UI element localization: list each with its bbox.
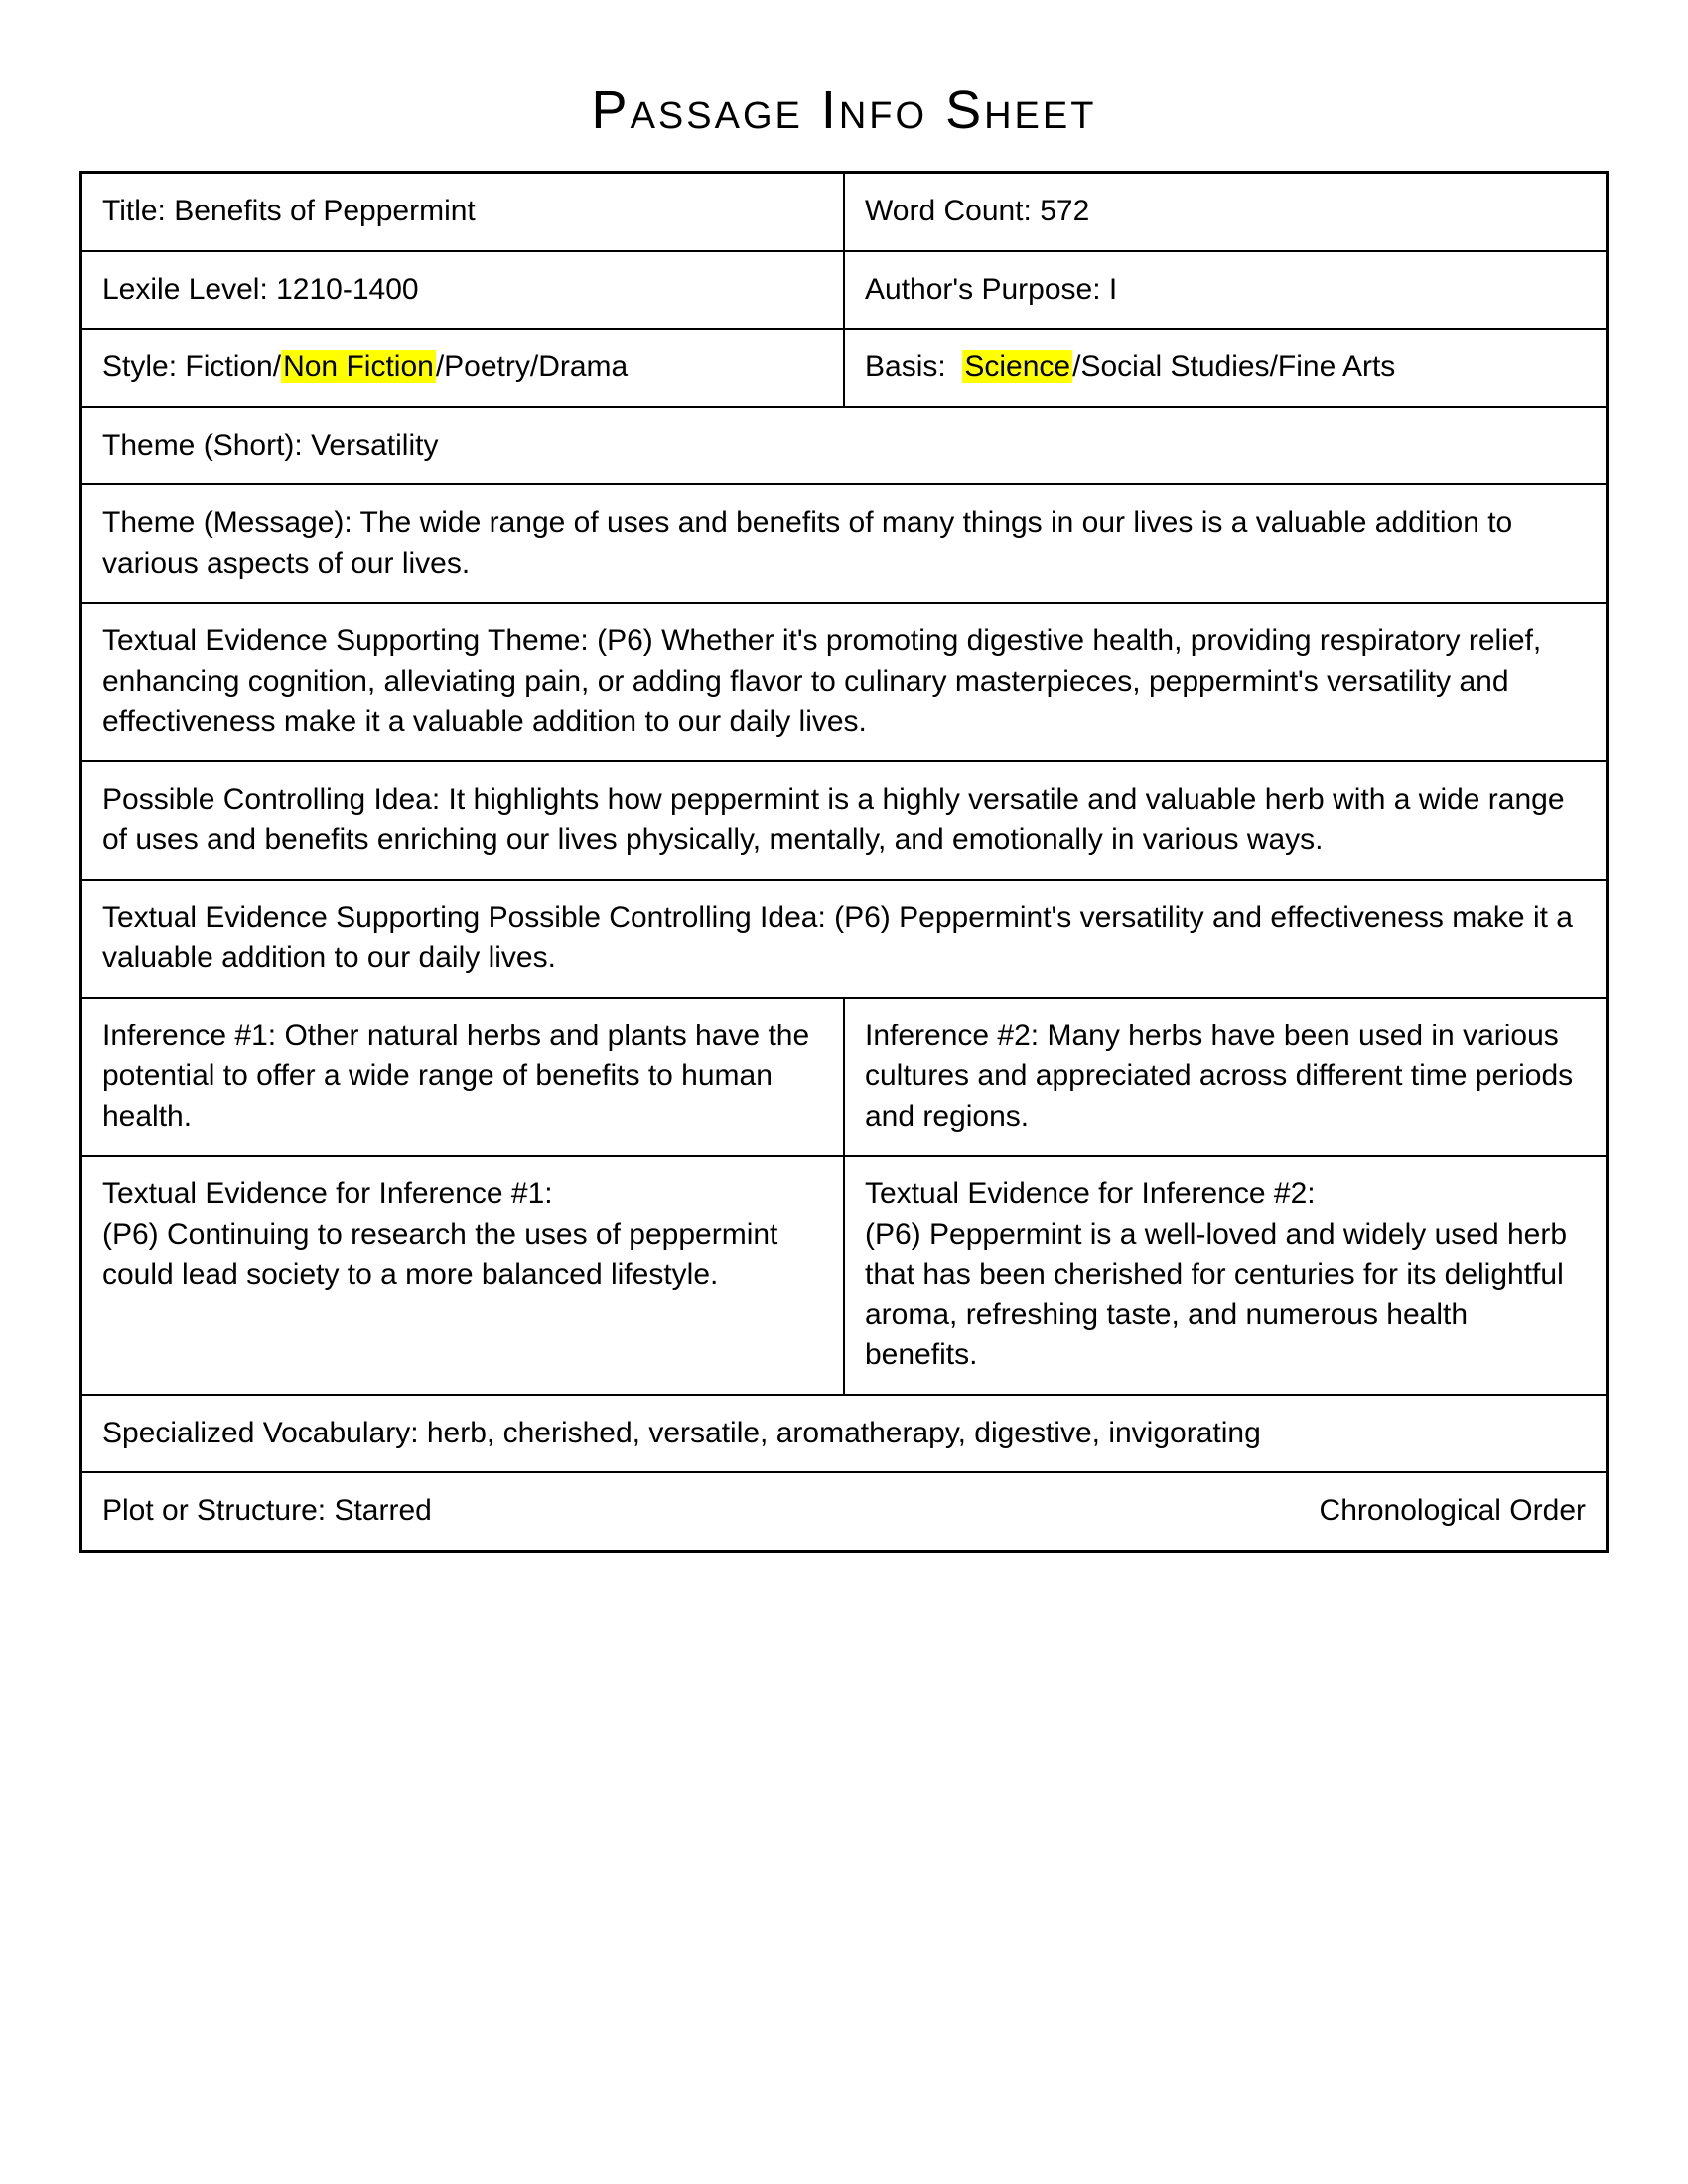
theme-short-value: Versatility <box>311 429 438 462</box>
style-opt-drama: Drama <box>538 350 628 383</box>
purpose-cell: Author's Purpose: I <box>844 251 1608 330</box>
plot-right: Chronological Order <box>1320 1491 1586 1532</box>
evidence-inf2-label: Textual Evidence for Inference #2: <box>865 1177 1316 1210</box>
inference1-cell: Inference #1: Other natural herbs and pl… <box>81 998 845 1157</box>
style-opt-fiction: Fiction <box>185 350 272 383</box>
basis-opt-science: Science <box>962 350 1072 383</box>
evidence-inf2-cell: Textual Evidence for Inference #2: (P6) … <box>844 1156 1608 1395</box>
purpose-label: Author's Purpose: <box>865 273 1101 306</box>
plot-value: Starred <box>334 1494 431 1527</box>
style-opt-poetry: Poetry <box>444 350 530 383</box>
theme-short-label: Theme (Short): <box>102 429 303 462</box>
lexile-cell: Lexile Level: 1210-1400 <box>81 251 845 330</box>
lexile-label: Lexile Level: <box>102 273 268 306</box>
evidence-inf1-value: (P6) Continuing to research the uses of … <box>102 1218 777 1292</box>
wordcount-value: 572 <box>1040 195 1089 227</box>
controlling-idea-label: Possible Controlling Idea: <box>102 783 440 816</box>
evidence-controlling-cell: Textual Evidence Supporting Possible Con… <box>81 880 1608 998</box>
title-cell: Title: Benefits of Peppermint <box>81 173 845 251</box>
page-title: Passage Info Sheet <box>79 79 1609 141</box>
basis-label: Basis: <box>865 350 946 383</box>
evidence-theme-cell: Textual Evidence Supporting Theme: (P6) … <box>81 603 1608 761</box>
evidence-controlling-label: Textual Evidence Supporting Possible Con… <box>102 901 826 934</box>
wordcount-label: Word Count: <box>865 195 1032 227</box>
vocabulary-value: herb, cherished, versatile, aromatherapy… <box>427 1417 1261 1449</box>
vocabulary-cell: Specialized Vocabulary: herb, cherished,… <box>81 1395 1608 1473</box>
title-label: Title: <box>102 195 166 227</box>
basis-opt-finearts: Fine Arts <box>1278 350 1395 383</box>
evidence-inf1-cell: Textual Evidence for Inference #1: (P6) … <box>81 1156 845 1395</box>
info-sheet-table: Title: Benefits of Peppermint Word Count… <box>79 171 1609 1553</box>
theme-message-label: Theme (Message): <box>102 506 352 539</box>
purpose-value: I <box>1109 273 1117 306</box>
basis-opt-social: Social Studies <box>1080 350 1269 383</box>
plot-label: Plot or Structure: <box>102 1494 326 1527</box>
theme-short-cell: Theme (Short): Versatility <box>81 407 1608 485</box>
vocabulary-label: Specialized Vocabulary: <box>102 1417 419 1449</box>
wordcount-cell: Word Count: 572 <box>844 173 1608 251</box>
inference2-cell: Inference #2: Many herbs have been used … <box>844 998 1608 1157</box>
style-label: Style: <box>102 350 177 383</box>
style-opt-nonfiction: Non Fiction <box>281 350 436 383</box>
evidence-inf1-label: Textual Evidence for Inference #1: <box>102 1177 553 1210</box>
evidence-theme-label: Textual Evidence Supporting Theme: <box>102 624 589 657</box>
inference1-label: Inference #1: <box>102 1020 276 1052</box>
evidence-inf2-value: (P6) Peppermint is a well-loved and wide… <box>865 1218 1567 1372</box>
controlling-idea-cell: Possible Controlling Idea: It highlights… <box>81 761 1608 880</box>
plot-cell: Plot or Structure: Starred Chronological… <box>81 1472 1608 1551</box>
inference2-label: Inference #2: <box>865 1020 1039 1052</box>
lexile-value: 1210-1400 <box>276 273 418 306</box>
style-cell: Style: Fiction/Non Fiction/Poetry/Drama <box>81 329 845 407</box>
theme-message-cell: Theme (Message): The wide range of uses … <box>81 484 1608 603</box>
title-value: Benefits of Peppermint <box>174 195 476 227</box>
basis-cell: Basis: Science/Social Studies/Fine Arts <box>844 329 1608 407</box>
